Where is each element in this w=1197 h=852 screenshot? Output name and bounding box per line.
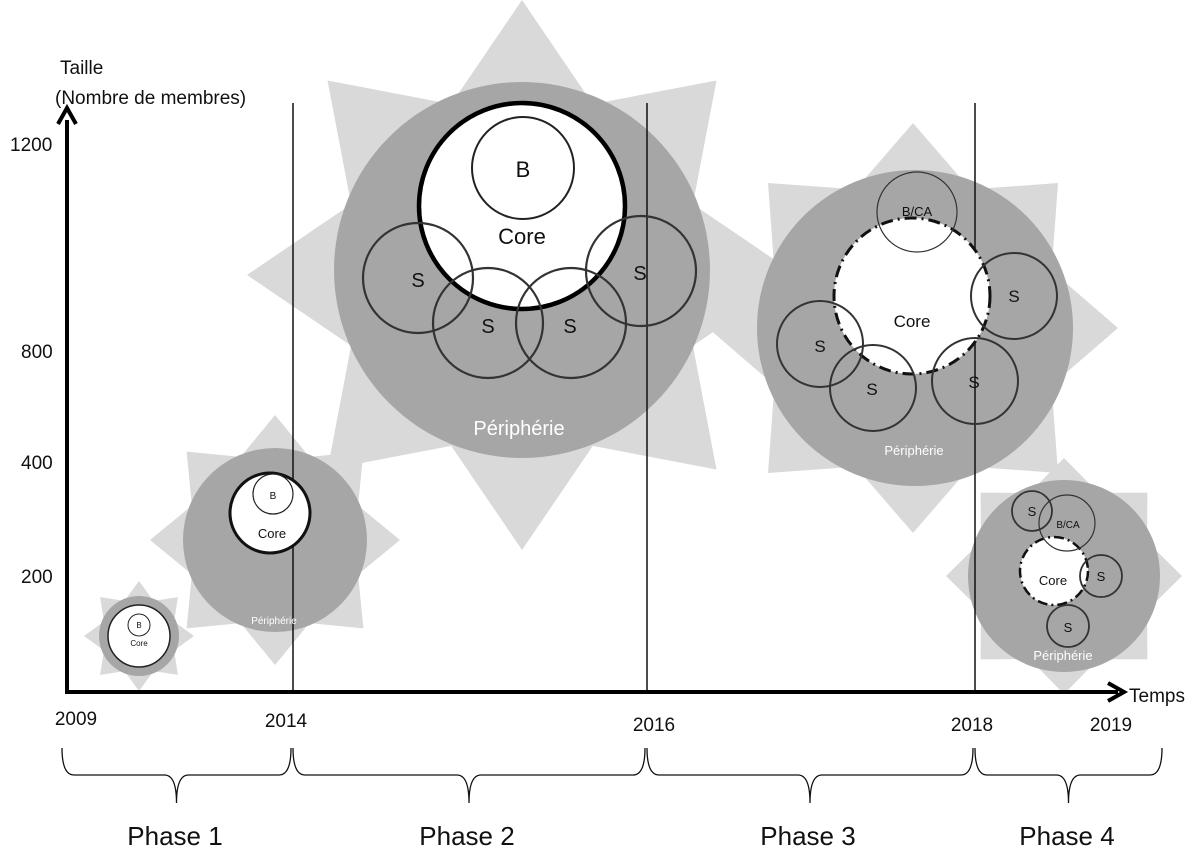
board-label-2014: B xyxy=(270,491,277,502)
core-label-2016: Core xyxy=(498,224,546,249)
y-axis-title-line2: (Nombre de membres) xyxy=(55,88,246,109)
core-circle-2019 xyxy=(1018,535,1090,607)
sub-label-2016-1: S xyxy=(411,270,424,292)
board-label-2018: B/CA xyxy=(902,204,933,219)
x-tick-label-2009: 2009 xyxy=(55,709,97,730)
board-circle-2018 xyxy=(876,171,958,253)
sub-label-2019-3: S xyxy=(1064,620,1073,635)
board-circle-2014 xyxy=(252,473,294,515)
phase-label-4: Phase 4 xyxy=(1019,821,1114,851)
community-2016: B Core S S S S Périphérie xyxy=(361,100,698,440)
core-label-2009: Core xyxy=(130,639,148,648)
sub-circle-2018-2 xyxy=(776,300,864,388)
phase-brace-2 xyxy=(292,747,646,804)
community-2018: B/CA Core S S S S Périphérie xyxy=(776,171,1058,458)
sub-label-2019-1: S xyxy=(1028,504,1037,519)
y-axis-title-line1: Taille xyxy=(60,58,103,79)
phase-brace-1 xyxy=(61,747,292,804)
x-tick-label-2018: 2018 xyxy=(951,715,993,736)
periphery-label-2019: Périphérie xyxy=(1033,648,1092,663)
sub-label-2016-3: S xyxy=(563,316,576,338)
phase-braces: Phase 1 Phase 2 Phase 3 Phase 4 xyxy=(61,747,1163,851)
x-tick-label-2014: 2014 xyxy=(265,711,308,732)
sub-label-2018-4: S xyxy=(968,373,979,392)
sub-circle-2018-1 xyxy=(970,252,1058,340)
core-label-2014: Core xyxy=(258,526,286,541)
board-label-2019: B/CA xyxy=(1056,520,1080,531)
core-label-2019: Core xyxy=(1039,573,1067,588)
sub-label-2019-2: S xyxy=(1097,569,1106,584)
periphery-label-2018: Périphérie xyxy=(884,443,943,458)
sub-circle-2016-4 xyxy=(584,214,698,328)
x-tick-label-2016: 2016 xyxy=(633,715,675,736)
sub-circle-2018-4 xyxy=(931,337,1019,425)
core-circle-2018 xyxy=(832,216,992,376)
community-2009: B Core xyxy=(107,604,171,668)
periphery-label-2014: Périphérie xyxy=(251,616,297,627)
board-label-2016: B xyxy=(516,157,531,182)
phase-brace-3 xyxy=(646,747,974,804)
y-axis-arrow-icon xyxy=(56,103,78,125)
community-2014: B Core Périphérie xyxy=(228,471,312,627)
sub-circle-2018-3 xyxy=(829,344,917,432)
sub-label-2016-4: S xyxy=(633,263,646,285)
sub-circle-2016-1 xyxy=(361,221,475,335)
x-axis-arrow-icon xyxy=(1107,681,1129,703)
phase-brace-4 xyxy=(974,747,1163,804)
community-2019: B/CA Core S S S Périphérie xyxy=(1011,490,1123,663)
phase-label-3: Phase 3 xyxy=(760,821,855,851)
sub-label-2018-1: S xyxy=(1008,287,1019,306)
phase-label-2: Phase 2 xyxy=(419,821,514,851)
sub-circle-2019-2 xyxy=(1079,554,1123,598)
sub-circle-2016-2 xyxy=(431,266,545,380)
board-circle-2019 xyxy=(1038,494,1096,552)
axes: Taille (Nombre de membres) Temps 1200 80… xyxy=(10,58,1185,736)
sub-label-2018-2: S xyxy=(814,337,825,356)
core-label-2018: Core xyxy=(894,312,931,331)
sub-circle-2019-1 xyxy=(1011,490,1053,532)
sub-label-2016-2: S xyxy=(481,316,494,338)
y-tick-label-400: 400 xyxy=(21,453,53,474)
board-label-2009: B xyxy=(136,621,141,630)
x-axis-title: Temps xyxy=(1129,686,1185,707)
board-circle-2016 xyxy=(471,116,575,220)
sub-label-2018-3: S xyxy=(866,380,877,399)
phase-label-1: Phase 1 xyxy=(127,821,222,851)
sub-circle-2019-3 xyxy=(1046,604,1090,648)
x-tick-label-2019: 2019 xyxy=(1090,715,1132,736)
periphery-label-2016: Périphérie xyxy=(473,418,564,440)
board-circle-2009 xyxy=(127,613,151,637)
y-tick-label-800: 800 xyxy=(21,342,53,363)
y-tick-label-200: 200 xyxy=(21,567,53,588)
y-tick-label-1200: 1200 xyxy=(10,135,52,156)
